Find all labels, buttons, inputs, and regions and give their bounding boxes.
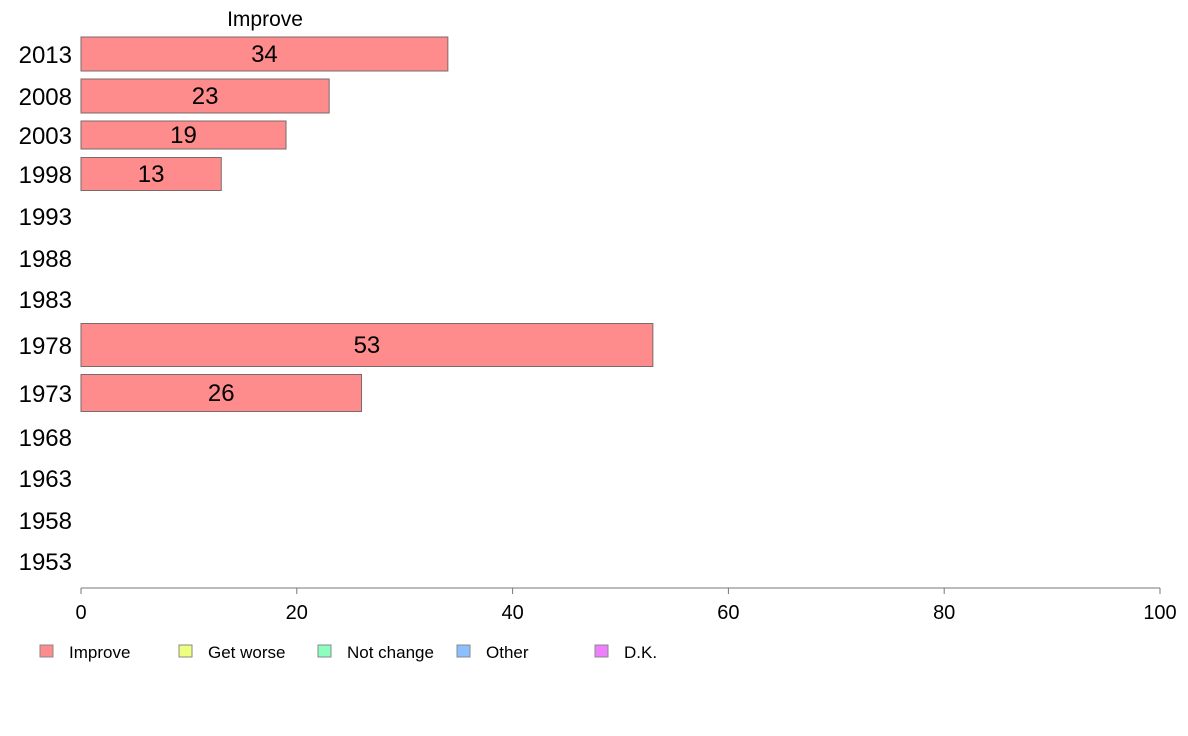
legend: Improve Get worse Not change Other D.K. [39, 643, 657, 662]
data-label-1973: 26 [208, 380, 235, 407]
x-tick-label-40: 40 [501, 602, 523, 624]
chart-title: Improve [227, 8, 303, 31]
category-labels: 2013 2008 2003 1998 1993 1988 1983 1978 1973 1968… [19, 42, 72, 576]
bar-2013 [80, 36, 449, 72]
legend-swatch-4 [594, 644, 609, 658]
legend-swatch-1 [178, 644, 193, 658]
category-label-2003: 2003 [19, 123, 72, 150]
x-axis: 0 20 40 60 80 100 [75, 587, 1177, 624]
category-label-1983: 1983 [19, 287, 72, 314]
data-label-1978: 53 [354, 332, 381, 359]
x-tick-label-0: 0 [75, 602, 86, 624]
category-label-1993: 1993 [19, 204, 72, 231]
bar-1998 [80, 157, 222, 191]
bar-1973 [80, 374, 363, 412]
category-label-1953: 1953 [19, 549, 72, 576]
data-label-2003: 19 [170, 122, 197, 149]
x-tick-label-20: 20 [286, 602, 308, 624]
data-label-2008: 23 [192, 83, 219, 110]
legend-label-4: D.K. [624, 643, 657, 662]
data-label-1998: 13 [138, 161, 165, 188]
legend-label-3: Other [486, 643, 529, 662]
bar-2003 [80, 120, 287, 150]
category-label-1968: 1968 [19, 425, 72, 452]
category-label-1963: 1963 [19, 466, 72, 493]
x-tick-label-100: 100 [1143, 602, 1176, 624]
category-label-1998: 1998 [19, 162, 72, 189]
x-tick-label-80: 80 [933, 602, 955, 624]
legend-label-1: Get worse [208, 643, 285, 662]
legend-swatch-3 [456, 644, 471, 658]
category-label-2008: 2008 [19, 84, 72, 111]
data-label-2013: 34 [251, 41, 278, 68]
bar-2008 [80, 78, 330, 114]
x-tick-label-60: 60 [717, 602, 739, 624]
category-label-1958: 1958 [19, 508, 72, 535]
category-label-1973: 1973 [19, 381, 72, 408]
legend-swatch-2 [317, 644, 332, 658]
category-label-1978: 1978 [19, 333, 72, 360]
legend-swatch-0 [39, 644, 54, 658]
category-label-2013: 2013 [19, 42, 72, 69]
legend-label-0: Improve [69, 643, 130, 662]
category-label-1988: 1988 [19, 246, 72, 273]
bar-1978 [80, 323, 654, 367]
legend-label-2: Not change [347, 643, 434, 662]
